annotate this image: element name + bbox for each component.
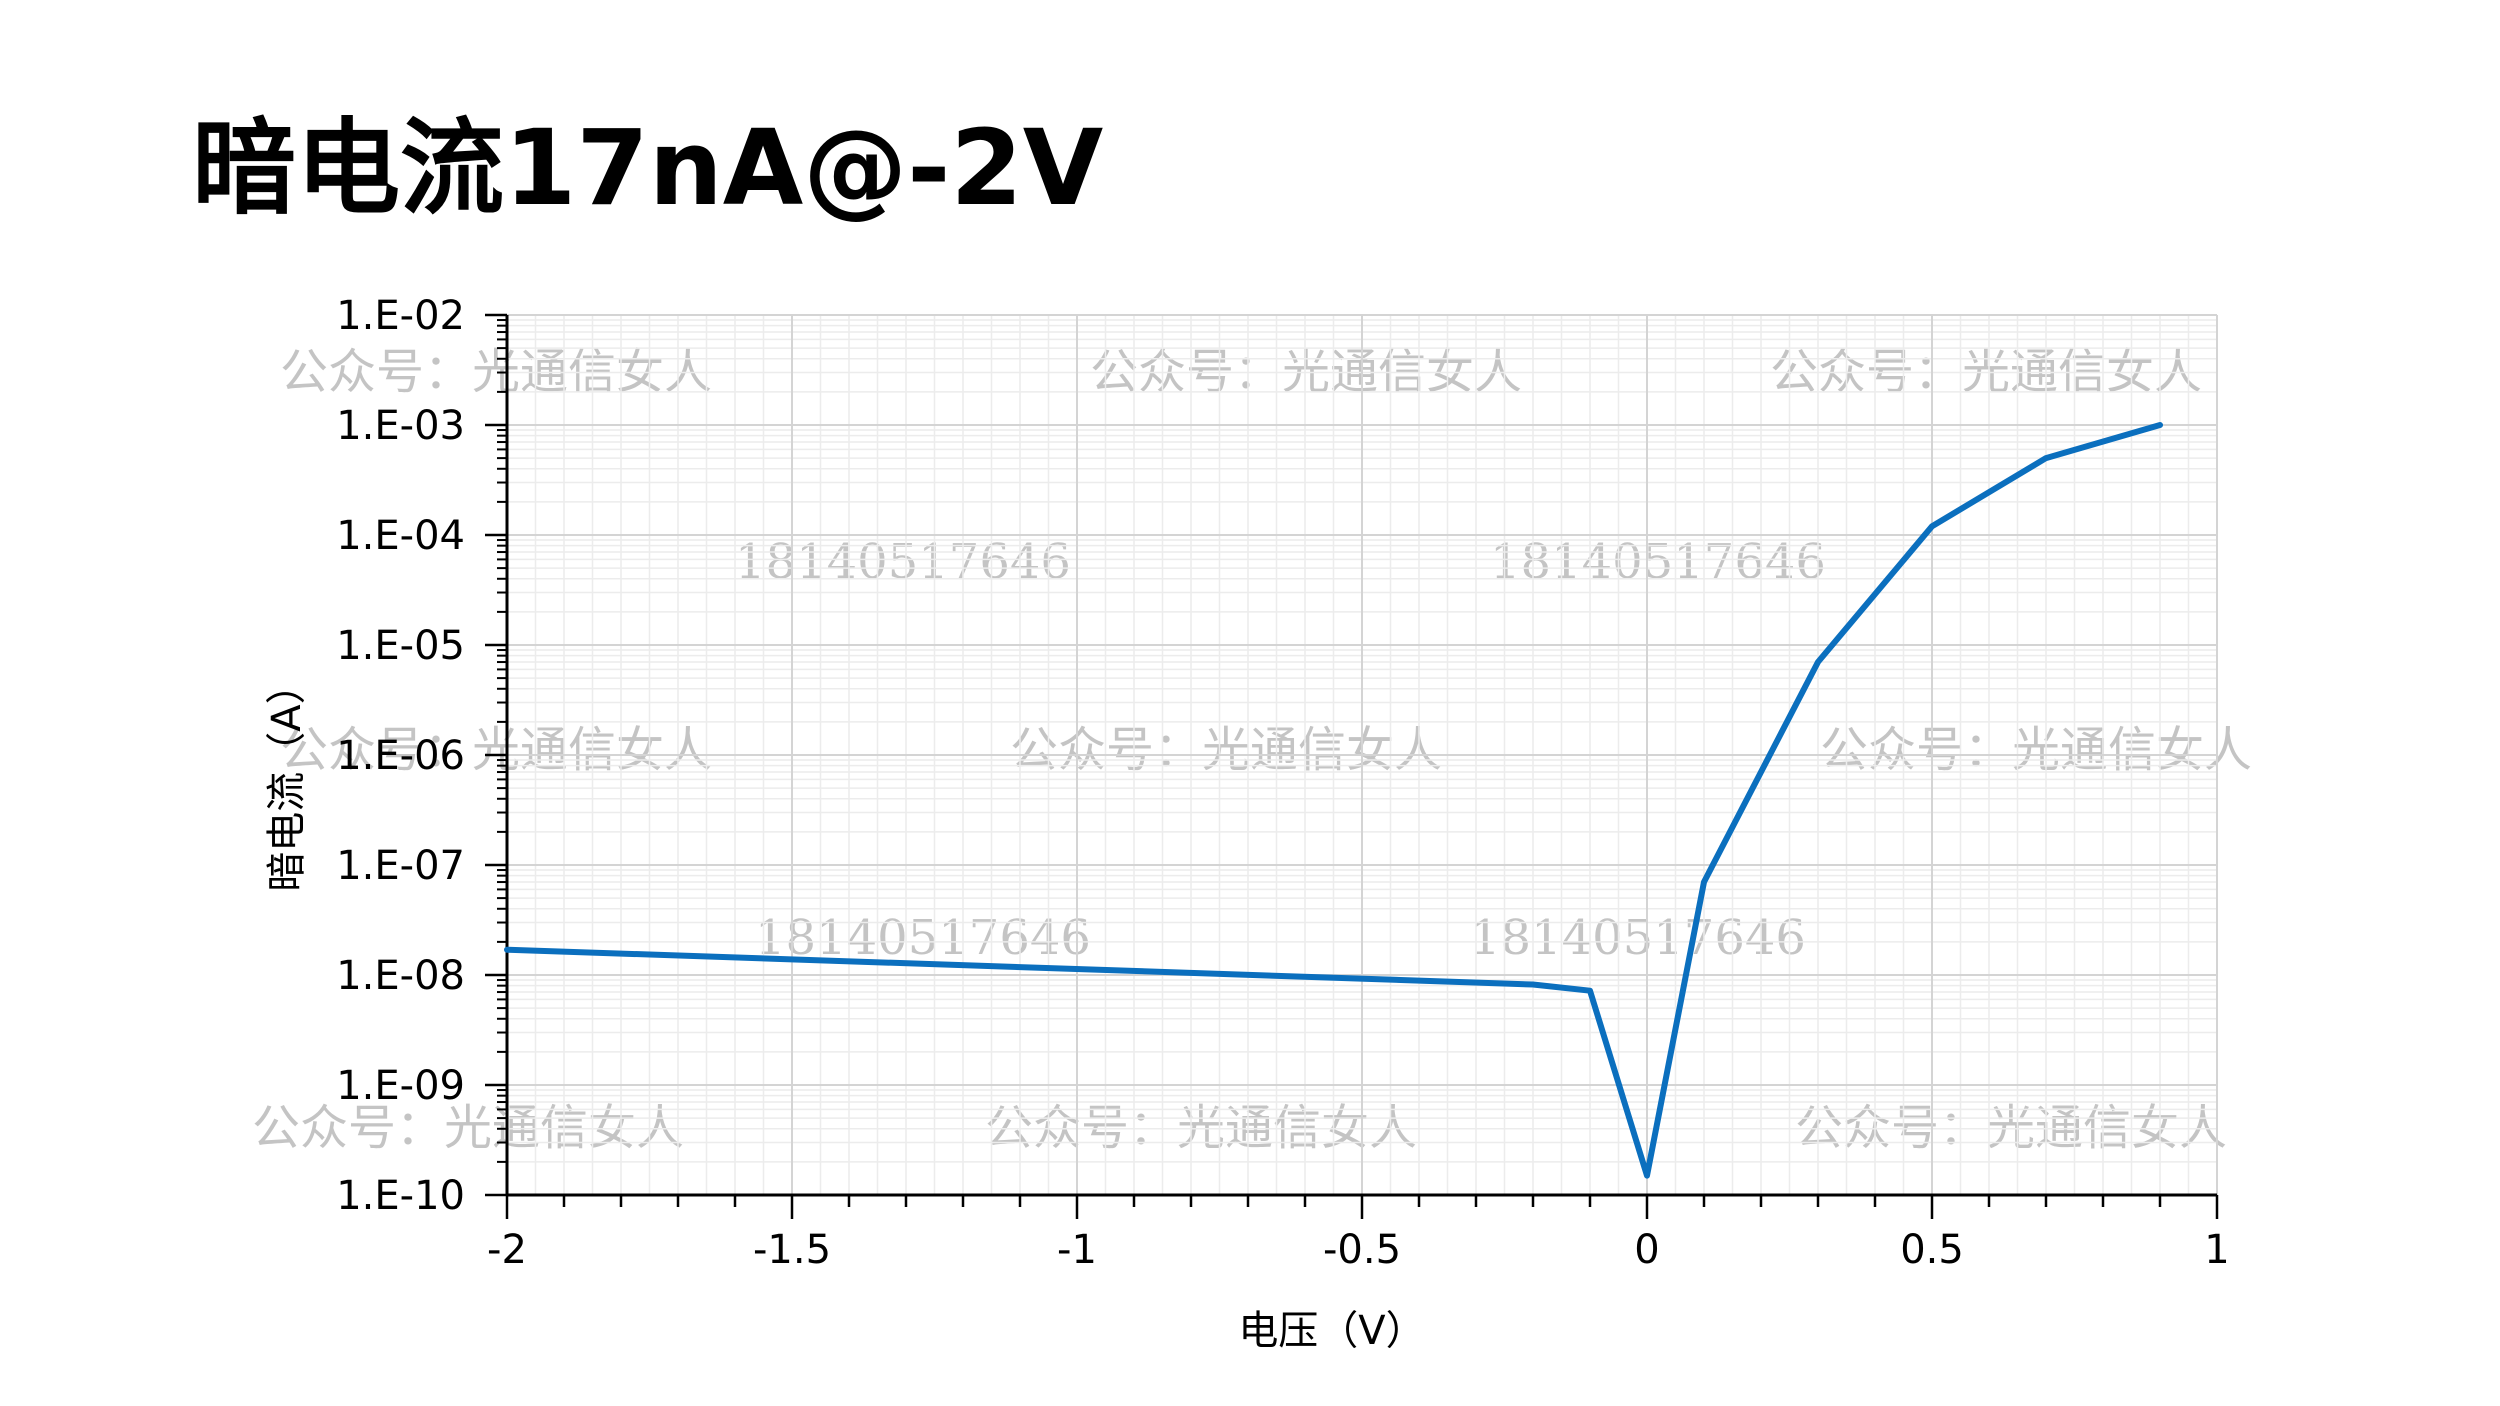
x-tick-label: -1.5: [753, 1227, 831, 1273]
data-point: [1931, 525, 1933, 527]
watermark-text: 公众号：光通信女人: [280, 722, 712, 778]
y-tick-label: 1.E-08: [336, 953, 465, 999]
x-tick-label: 1: [2204, 1227, 2229, 1273]
x-tick-label: 0.5: [1900, 1227, 1964, 1273]
watermark-text: 公众号：光通信女人: [1795, 1100, 2227, 1156]
y-tick-label: 1.E-03: [336, 403, 465, 449]
data-point: [1589, 990, 1591, 992]
major-grid: [506, 314, 2218, 1196]
y-tick-label: 1.E-10: [336, 1173, 465, 1219]
series-layer: [504, 422, 2163, 1179]
y-tick-label: 1.E-02: [336, 293, 465, 339]
tick-labels: -2 -1.5 -1 -0.5 0 0.5 1 1.E-10 1.E-09 1.E-08 1.E-0…: [336, 293, 2230, 1273]
watermark-text: 公众号：光通信女人: [252, 1100, 684, 1156]
watermark-text: 公众号：光通信女人: [1010, 722, 1442, 778]
x-tick-label: 0: [1634, 1227, 1659, 1273]
watermark-text: 18140517646: [755, 910, 1091, 966]
data-point: [1646, 1175, 1648, 1177]
y-tick-label: 1.E-06: [336, 733, 465, 779]
data-point: [2159, 424, 2161, 426]
watermark-text: 公众号：光通信女人: [1820, 722, 2252, 778]
data-point: [1532, 983, 1534, 985]
watermark-text: 18140517646: [1470, 910, 1806, 966]
chart-title: 暗电流17nA@-2V: [192, 107, 1104, 229]
data-point: [506, 949, 508, 951]
data-point: [1817, 661, 1819, 663]
watermark-text: 公众号：光通信女人: [985, 1100, 1417, 1156]
y-tick-label: 1.E-09: [336, 1063, 465, 1109]
y-axis-title: 暗电流（A）: [264, 664, 310, 891]
x-axis-title: 电压（V）: [1238, 1308, 1425, 1354]
data-point: [2045, 457, 2047, 459]
x-tick-label: -2: [487, 1227, 527, 1273]
watermark-text: 18140517646: [1490, 534, 1826, 590]
y-tick-label: 1.E-07: [336, 843, 465, 889]
watermark-text: 18140517646: [735, 534, 1071, 590]
data-point: [1703, 881, 1705, 883]
y-tick-label: 1.E-04: [336, 513, 465, 559]
x-tick-label: -1: [1057, 1227, 1097, 1273]
y-tick-label: 1.E-05: [336, 623, 465, 669]
x-tick-label: -0.5: [1323, 1227, 1401, 1273]
ticks: [485, 313, 2219, 1219]
